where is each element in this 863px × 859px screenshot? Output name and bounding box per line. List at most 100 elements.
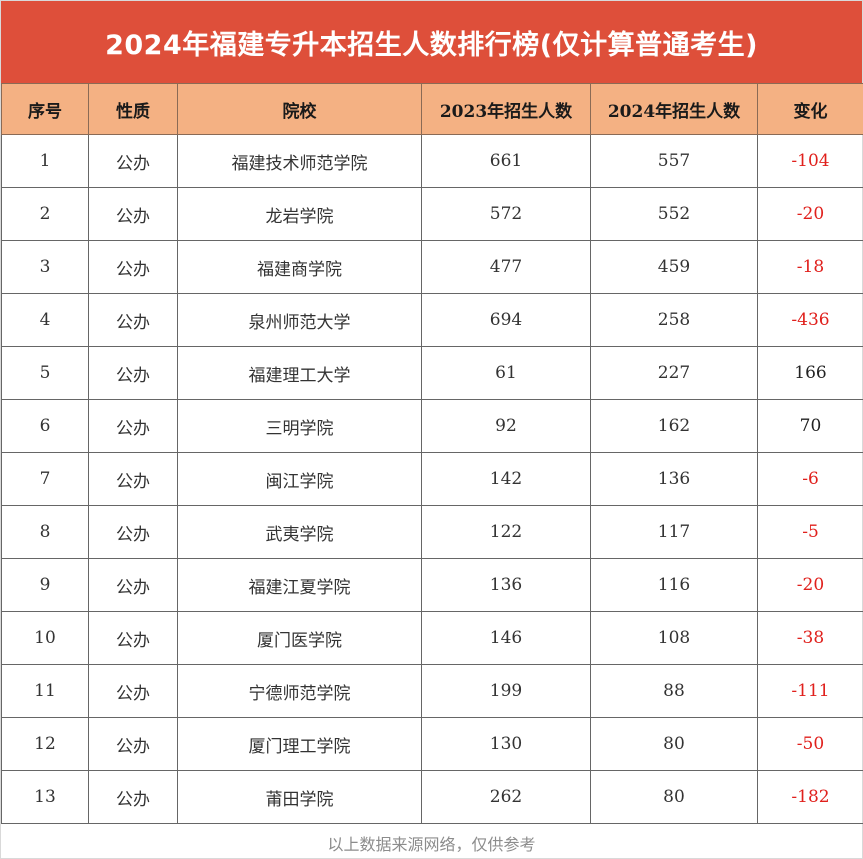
cell-school: 宁德师范学院 <box>177 664 422 718</box>
cell-y2023: 92 <box>421 399 591 453</box>
cell-y2023: 142 <box>421 452 591 506</box>
cell-change: -182 <box>757 770 863 824</box>
header-school: 院校 <box>177 83 422 135</box>
cell-school: 福建江夏学院 <box>177 558 422 612</box>
cell-y2024: 88 <box>590 664 758 718</box>
cell-y2024: 116 <box>590 558 758 612</box>
cell-no: 13 <box>1 770 89 824</box>
source-note: 以上数据来源网络，仅供参考 <box>327 835 536 854</box>
cell-school: 福建理工大学 <box>177 346 422 400</box>
ranking-table: 序号 性质 院校 2023年招生人数 2024年招生人数 变化 1 公办 福建技术师… <box>1 83 863 824</box>
cell-type: 公办 <box>88 505 178 559</box>
cell-type: 公办 <box>88 717 178 771</box>
header-type: 性质 <box>88 83 178 135</box>
cell-change: 70 <box>757 399 863 453</box>
cell-no: 12 <box>1 717 89 771</box>
cell-school: 厦门医学院 <box>177 611 422 665</box>
cell-change: -20 <box>757 187 863 241</box>
cell-type: 公办 <box>88 611 178 665</box>
cell-y2024: 227 <box>590 346 758 400</box>
cell-change: -38 <box>757 611 863 665</box>
cell-type: 公办 <box>88 240 178 294</box>
cell-no: 4 <box>1 293 89 347</box>
cell-change: -20 <box>757 558 863 612</box>
table-row: 5 公办 福建理工大学 61 227 166 <box>1 346 863 400</box>
cell-type: 公办 <box>88 664 178 718</box>
cell-no: 10 <box>1 611 89 665</box>
cell-no: 3 <box>1 240 89 294</box>
cell-no: 7 <box>1 452 89 506</box>
table-row: 11 公办 宁德师范学院 199 88 -111 <box>1 664 863 718</box>
header-2024: 2024年招生人数 <box>590 83 758 135</box>
cell-school: 武夷学院 <box>177 505 422 559</box>
cell-y2024: 80 <box>590 770 758 824</box>
cell-change: -104 <box>757 134 863 188</box>
cell-school: 龙岩学院 <box>177 187 422 241</box>
table-row: 12 公办 厦门理工学院 130 80 -50 <box>1 717 863 771</box>
cell-school: 福建技术师范学院 <box>177 134 422 188</box>
cell-type: 公办 <box>88 346 178 400</box>
cell-y2023: 122 <box>421 505 591 559</box>
cell-no: 11 <box>1 664 89 718</box>
cell-no: 2 <box>1 187 89 241</box>
cell-school: 泉州师范大学 <box>177 293 422 347</box>
cell-type: 公办 <box>88 134 178 188</box>
cell-y2023: 199 <box>421 664 591 718</box>
cell-y2024: 136 <box>590 452 758 506</box>
table-row: 4 公办 泉州师范大学 694 258 -436 <box>1 293 863 347</box>
cell-y2024: 80 <box>590 717 758 771</box>
cell-change: -50 <box>757 717 863 771</box>
cell-y2024: 557 <box>590 134 758 188</box>
table-row: 10 公办 厦门医学院 146 108 -38 <box>1 611 863 665</box>
cell-y2023: 694 <box>421 293 591 347</box>
table-row: 9 公办 福建江夏学院 136 116 -20 <box>1 558 863 612</box>
cell-y2023: 661 <box>421 134 591 188</box>
cell-y2023: 130 <box>421 717 591 771</box>
header-2023: 2023年招生人数 <box>421 83 591 135</box>
cell-change: -111 <box>757 664 863 718</box>
cell-change: -18 <box>757 240 863 294</box>
cell-school: 福建商学院 <box>177 240 422 294</box>
cell-change: 166 <box>757 346 863 400</box>
table-row: 13 公办 莆田学院 262 80 -182 <box>1 770 863 824</box>
cell-type: 公办 <box>88 293 178 347</box>
table-row: 3 公办 福建商学院 477 459 -18 <box>1 240 863 294</box>
cell-school: 三明学院 <box>177 399 422 453</box>
cell-school: 莆田学院 <box>177 770 422 824</box>
table-header: 序号 性质 院校 2023年招生人数 2024年招生人数 变化 <box>1 83 863 135</box>
cell-y2024: 459 <box>590 240 758 294</box>
cell-type: 公办 <box>88 452 178 506</box>
cell-y2023: 477 <box>421 240 591 294</box>
cell-y2024: 258 <box>590 293 758 347</box>
cell-type: 公办 <box>88 770 178 824</box>
cell-y2023: 572 <box>421 187 591 241</box>
page-title: 2024年福建专升本招生人数排行榜(仅计算普通考生) <box>1 1 862 83</box>
cell-change: -436 <box>757 293 863 347</box>
cell-no: 5 <box>1 346 89 400</box>
table-row: 7 公办 闽江学院 142 136 -6 <box>1 452 863 506</box>
table-row: 6 公办 三明学院 92 162 70 <box>1 399 863 453</box>
cell-y2024: 108 <box>590 611 758 665</box>
cell-change: -6 <box>757 452 863 506</box>
cell-no: 1 <box>1 134 89 188</box>
cell-school: 闽江学院 <box>177 452 422 506</box>
cell-change: -5 <box>757 505 863 559</box>
cell-school: 厦门理工学院 <box>177 717 422 771</box>
cell-y2024: 552 <box>590 187 758 241</box>
cell-y2024: 117 <box>590 505 758 559</box>
cell-y2023: 61 <box>421 346 591 400</box>
table-row: 8 公办 武夷学院 122 117 -5 <box>1 505 863 559</box>
cell-no: 8 <box>1 505 89 559</box>
cell-y2023: 136 <box>421 558 591 612</box>
cell-type: 公办 <box>88 187 178 241</box>
cell-y2024: 162 <box>590 399 758 453</box>
table-row: 1 公办 福建技术师范学院 661 557 -104 <box>1 134 863 188</box>
header-no: 序号 <box>1 83 89 135</box>
cell-y2023: 146 <box>421 611 591 665</box>
cell-type: 公办 <box>88 558 178 612</box>
cell-no: 9 <box>1 558 89 612</box>
cell-type: 公办 <box>88 399 178 453</box>
cell-y2023: 262 <box>421 770 591 824</box>
header-change: 变化 <box>757 83 863 135</box>
